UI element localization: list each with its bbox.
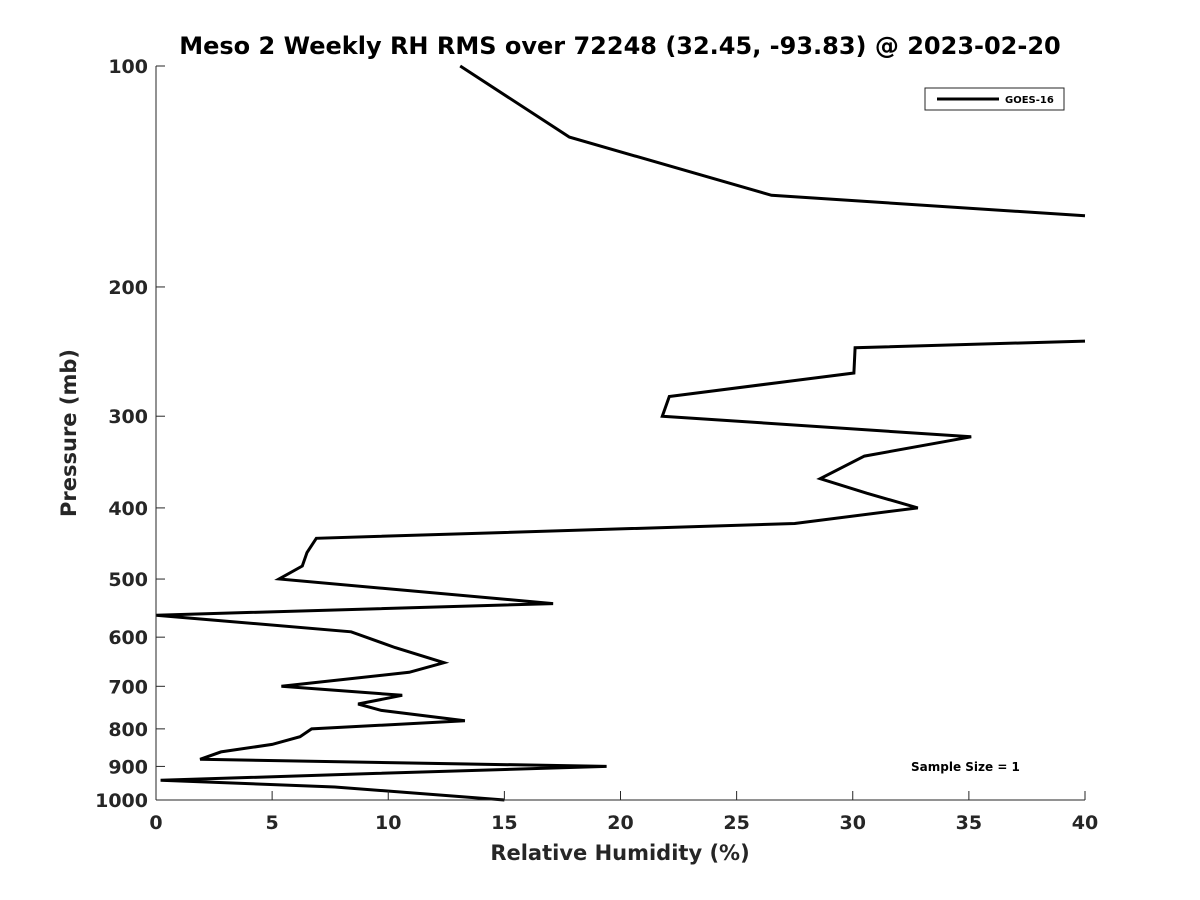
x-axis-label: Relative Humidity (%) [490, 841, 749, 865]
y-tick-label: 500 [108, 569, 148, 591]
y-tick-label: 800 [108, 719, 148, 741]
y-tick-label: 600 [108, 627, 148, 649]
y-tick-label: 900 [108, 756, 148, 778]
chart-title: Meso 2 Weekly RH RMS over 72248 (32.45, … [179, 32, 1061, 60]
series-line-segment [459, 64, 1086, 218]
x-tick-label: 15 [491, 812, 517, 834]
y-tick-label: 400 [108, 498, 148, 520]
sample-size-annotation: Sample Size = 1 [911, 760, 1020, 774]
x-tick-label: 40 [1072, 812, 1098, 834]
x-tick-label: 5 [266, 812, 279, 834]
y-tick-label: 200 [108, 277, 148, 299]
x-tick-label: 30 [840, 812, 866, 834]
plot-area: 0 5 10 15 20 25 30 35 40 100 200 300 400 500 600 700 80… [95, 56, 1098, 834]
y-tick-label: 300 [108, 406, 148, 428]
x-tick-label: 20 [607, 812, 633, 834]
x-ticks: 0 5 10 15 20 25 30 35 40 [149, 791, 1098, 834]
x-tick-label: 0 [149, 812, 162, 834]
legend: GOES-16 [924, 87, 1065, 111]
x-tick-label: 25 [723, 812, 749, 834]
y-axis-label: Pressure (mb) [57, 349, 81, 517]
y-tick-label: 700 [108, 676, 148, 698]
profile-lines [155, 64, 1086, 802]
x-tick-label: 35 [956, 812, 982, 834]
x-tick-label: 10 [375, 812, 401, 834]
legend-label: GOES-16 [1005, 95, 1054, 106]
y-ticks: 100 200 300 400 500 600 700 800 900 1000 [95, 56, 165, 812]
y-tick-label: 100 [108, 56, 148, 78]
y-tick-label: 1000 [95, 790, 148, 812]
series-line-segment [155, 339, 1086, 802]
